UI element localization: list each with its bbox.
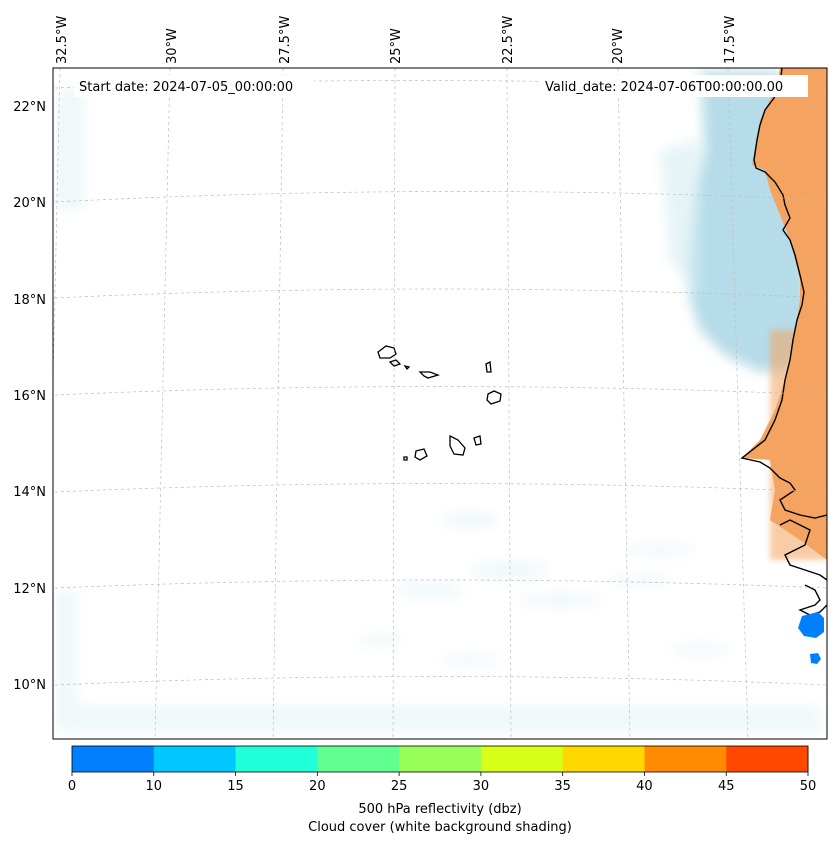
colorbar-tick-label: 0: [68, 779, 76, 794]
lat-label-22n: 22°N: [13, 100, 46, 115]
reflectivity-echoes: [798, 612, 824, 664]
colorbar-label-line1: 500 hPa reflectivity (dbz): [358, 802, 521, 817]
cape-verde-islands: [377, 345, 502, 461]
island-santa-luzia: [403, 364, 411, 371]
island-sal: [485, 360, 492, 373]
lon-label-17-5w: 17.5°W: [723, 16, 738, 64]
colorbar-tick-label: 30: [473, 779, 490, 794]
lon-label-22-5w: 22.5°W: [501, 16, 516, 64]
island-boa-vista: [486, 390, 502, 405]
map-frame: [52, 67, 828, 740]
island-santo-antao: [377, 345, 397, 359]
map-content: Start date: 2024-07-05_00:00:00 Valid_da…: [53, 68, 827, 739]
colorbar-segment: [644, 746, 727, 772]
lon-label-20w: 20°W: [611, 28, 626, 64]
gridlines: [53, 68, 827, 739]
colorbar: 0 10 15 20 25 30 35 40 45 50 500 hPa reflectivity…: [68, 745, 816, 835]
latitude-labels: 22°N 20°N 18°N 16°N 14°N 12°N 10°N: [13, 100, 46, 693]
colorbar-segments: [72, 746, 809, 772]
colorbar-segment: [726, 746, 809, 772]
colorbar-ticks: 0 10 15 20 25 30 35 40 45 50: [68, 772, 816, 794]
lon-label-25w: 25°W: [389, 28, 404, 64]
start-date-label: Start date: 2024-07-05_00:00:00: [79, 80, 293, 95]
island-fogo: [414, 448, 428, 461]
lat-label-10n: 10°N: [13, 678, 46, 693]
colorbar-segment: [235, 746, 318, 772]
colorbar-segment: [399, 746, 482, 772]
valid-date-box: [540, 75, 808, 97]
island-brava: [403, 456, 408, 461]
lat-label-20n: 20°N: [13, 196, 46, 211]
echo-cell-large: [798, 612, 824, 638]
lat-label-12n: 12°N: [13, 582, 46, 597]
island-sao-nicolau: [418, 371, 441, 379]
colorbar-tick-label: 10: [146, 779, 163, 794]
colorbar-tick-label: 35: [554, 779, 571, 794]
colorbar-tick-label: 45: [718, 779, 735, 794]
valid-date-label: Valid_date: 2024-07-06T00:00:00.00: [545, 80, 783, 95]
colorbar-segment: [153, 746, 237, 772]
start-date-box: [74, 75, 314, 97]
colorbar-label-line2: Cloud cover (white background shading): [308, 820, 572, 835]
colorbar-tick-label: 40: [636, 779, 653, 794]
colorbar-segment: [480, 746, 564, 772]
colorbar-segment: [317, 746, 400, 772]
colorbar-frame: [71, 745, 809, 773]
lon-label-32-5w: 32.5°W: [55, 16, 70, 64]
colorbar-tick-label: 50: [800, 779, 817, 794]
colorbar-tick-label: 25: [391, 779, 408, 794]
echo-cell-small: [810, 653, 821, 664]
lon-label-27-5w: 27.5°W: [278, 16, 293, 64]
colorbar-tick-label: 15: [227, 779, 244, 794]
faint-cloud-shading: [55, 90, 820, 732]
lon-label-30w: 30°W: [165, 28, 180, 64]
island-santiago: [449, 434, 466, 456]
longitude-labels: 32.5°W 30°W 27.5°W 25°W 22.5°W 20°W 17.5…: [55, 16, 738, 64]
colorbar-tick-label: 20: [309, 779, 326, 794]
island-maio: [473, 435, 482, 446]
island-sao-vicente: [388, 359, 402, 367]
colorbar-segment: [72, 746, 155, 772]
lat-label-14n: 14°N: [13, 485, 46, 500]
colorbar-segment: [562, 746, 645, 772]
lat-label-16n: 16°N: [13, 389, 46, 404]
lat-label-18n: 18°N: [13, 293, 46, 308]
land-masses: [742, 68, 827, 560]
